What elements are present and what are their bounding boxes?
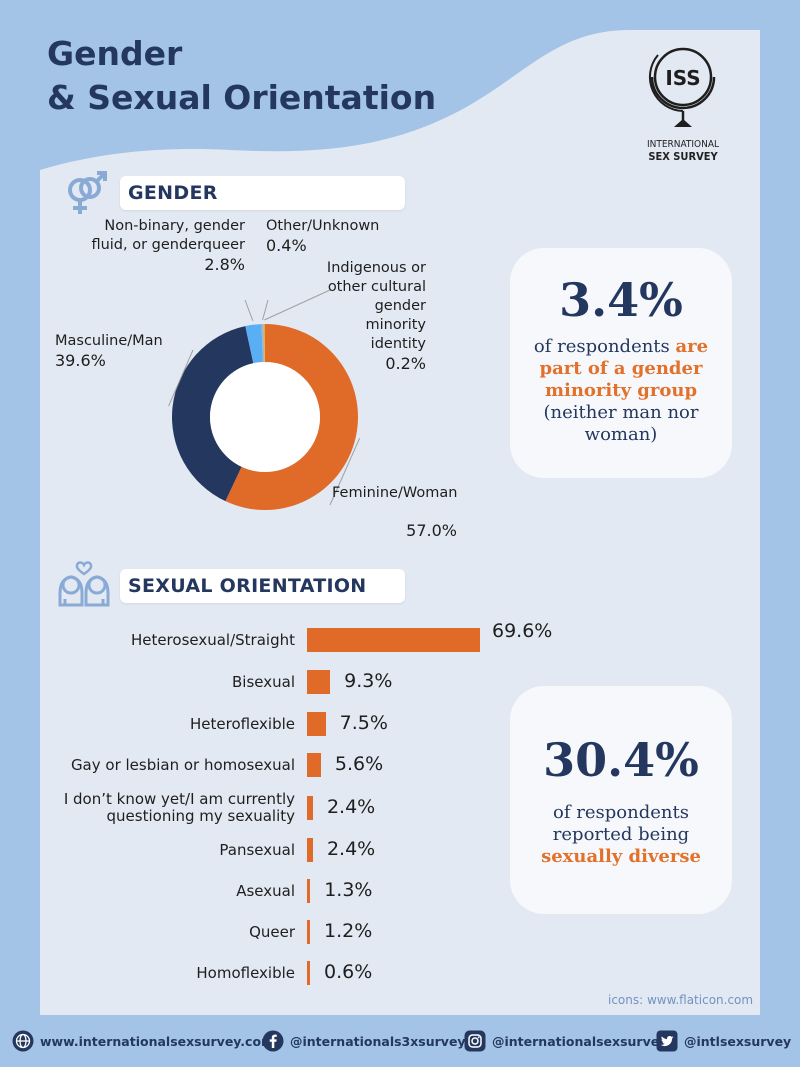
facebook-handle[interactable]: @internationals3xsurvey bbox=[290, 1033, 466, 1049]
gender-callout-post: (neither man nor woman) bbox=[543, 402, 699, 445]
leader-line bbox=[264, 289, 331, 321]
iss-logo: ISS INTERNATIONAL SEX SURVEY bbox=[638, 37, 728, 164]
logo-line-1: INTERNATIONAL bbox=[646, 139, 720, 150]
donut-label: Masculine/Man bbox=[55, 333, 163, 349]
donut-value-label: 0.2% bbox=[385, 354, 426, 373]
donut-slice-indigenous-or-other-cultural-gender-minority-identity bbox=[263, 324, 265, 363]
bar-value-label: 9.3% bbox=[344, 670, 393, 692]
bar-category-label: Queer bbox=[249, 922, 295, 941]
twitter-icon bbox=[656, 1030, 678, 1052]
donut-hole bbox=[210, 362, 320, 472]
gender-donut-chart: Feminine/Woman 57.0% Masculine/Man 39.6% Non… bbox=[55, 218, 457, 540]
gender-heading-bar: GENDER bbox=[120, 176, 405, 210]
bar-value-label: 1.2% bbox=[324, 920, 373, 942]
leader-line bbox=[329, 437, 361, 506]
instagram-handle[interactable]: @internationalsexsurvey bbox=[492, 1033, 668, 1049]
bar-category-label: Bisexual bbox=[232, 672, 295, 691]
globe-logo-icon: ISS bbox=[648, 47, 716, 127]
bar-4 bbox=[307, 753, 321, 777]
donut-slice-feminine-woman bbox=[225, 324, 358, 510]
gender-callout-pre: of respondents bbox=[533, 336, 676, 357]
orientation-callout-text: of respondents reported being sexually d… bbox=[510, 802, 732, 868]
donut-label: Other/Unknown bbox=[266, 218, 379, 234]
website-link[interactable]: www.internationalsexsurvey.com bbox=[40, 1033, 275, 1049]
bar-category-label: Heterosexual/Straight bbox=[130, 630, 295, 649]
donut-value-label: 39.6% bbox=[55, 351, 106, 370]
bar-category-label: Asexual bbox=[236, 881, 295, 900]
bar-3 bbox=[307, 712, 326, 736]
leader-line bbox=[244, 299, 254, 321]
donut-label: Non-binary, gender fluid, or genderqueer bbox=[91, 218, 245, 253]
gender-callout-text: of respondents are part of a gender mino… bbox=[510, 336, 732, 446]
donut-value-label: 0.4% bbox=[266, 236, 307, 255]
orientation-callout-highlight: sexually diverse bbox=[541, 846, 701, 867]
bar-5 bbox=[307, 796, 313, 820]
donut-slice-masculine-man bbox=[172, 326, 254, 502]
globe-icon bbox=[12, 1030, 34, 1052]
bar-value-label: 7.5% bbox=[339, 712, 388, 734]
logo-mark: ISS bbox=[665, 66, 700, 90]
bar-value-label: 0.6% bbox=[324, 961, 373, 983]
orientation-callout: 30.4% of respondents reported being sexu… bbox=[510, 686, 732, 914]
bar-9 bbox=[307, 961, 310, 985]
orientation-heading: SEXUAL ORIENTATION bbox=[128, 575, 367, 597]
donut-slice-non-binary-gender-fluid-or-genderqueer bbox=[245, 324, 263, 364]
bar-value-label: 2.4% bbox=[326, 838, 376, 860]
icon-credit: icons: www.flaticon.com bbox=[608, 993, 754, 1007]
gender-callout-value: 3.4% bbox=[559, 273, 683, 327]
bar-8 bbox=[307, 920, 310, 944]
twitter-handle[interactable]: @intlsexsurvey bbox=[684, 1033, 792, 1049]
footer-website[interactable]: www.internationalsexsurvey.com bbox=[12, 1030, 274, 1052]
orientation-callout-pre: of respondents reported being bbox=[552, 802, 690, 845]
bar-1 bbox=[307, 628, 480, 652]
bar-value-label: 5.6% bbox=[334, 753, 384, 775]
bar-category-label: I don’t know yet/I am currently questioni… bbox=[63, 790, 295, 825]
footer: www.internationalsexsurvey.com @internat… bbox=[0, 1020, 800, 1060]
title-line-2: & Sexual Orientation bbox=[47, 78, 437, 117]
orientation-heading-bar: SEXUAL ORIENTATION bbox=[120, 569, 405, 603]
leader-line bbox=[262, 299, 269, 321]
footer-twitter[interactable]: @intlsexsurvey bbox=[656, 1030, 791, 1052]
instagram-icon bbox=[464, 1030, 486, 1052]
couple-icon bbox=[58, 561, 110, 607]
bar-6 bbox=[307, 838, 313, 862]
gender-callout: 3.4% of respondents are part of a gender… bbox=[510, 248, 732, 478]
leader-line bbox=[168, 349, 194, 407]
gender-symbols-icon bbox=[68, 171, 107, 214]
title-line-1: Gender bbox=[47, 34, 183, 73]
gender-heading: GENDER bbox=[128, 182, 218, 204]
facebook-icon bbox=[262, 1030, 284, 1052]
bar-category-label: Gay or lesbian or homosexual bbox=[70, 755, 295, 774]
gender-callout-highlight: are part of a gender minority group bbox=[539, 336, 709, 401]
bar-value-label: 69.6% bbox=[492, 620, 553, 642]
footer-instagram[interactable]: @internationalsexsurvey bbox=[464, 1030, 667, 1052]
bar-value-label: 2.4% bbox=[326, 796, 376, 818]
donut-label: Indigenous or other cultural gender minorit… bbox=[327, 260, 426, 352]
bar-category-label: Pansexual bbox=[219, 840, 295, 859]
bar-category-label: Heteroflexible bbox=[189, 714, 295, 733]
orientation-callout-value: 30.4% bbox=[543, 733, 699, 787]
donut-value-label: 57.0% bbox=[406, 521, 457, 540]
header-wave bbox=[0, 0, 800, 220]
bar-2 bbox=[307, 670, 331, 694]
donut-label: Feminine/Woman bbox=[332, 485, 457, 501]
bar-category-label: Homoflexible bbox=[196, 963, 295, 982]
donut-slice-other-unknown bbox=[261, 324, 265, 363]
bar-7 bbox=[307, 879, 311, 903]
footer-facebook[interactable]: @internationals3xsurvey bbox=[262, 1030, 466, 1052]
page-title: Gender & Sexual Orientation bbox=[47, 32, 436, 120]
donut-value-label: 2.8% bbox=[204, 255, 245, 274]
logo-line-2: SEX SURVEY bbox=[648, 150, 718, 163]
bar-value-label: 1.3% bbox=[324, 879, 373, 901]
